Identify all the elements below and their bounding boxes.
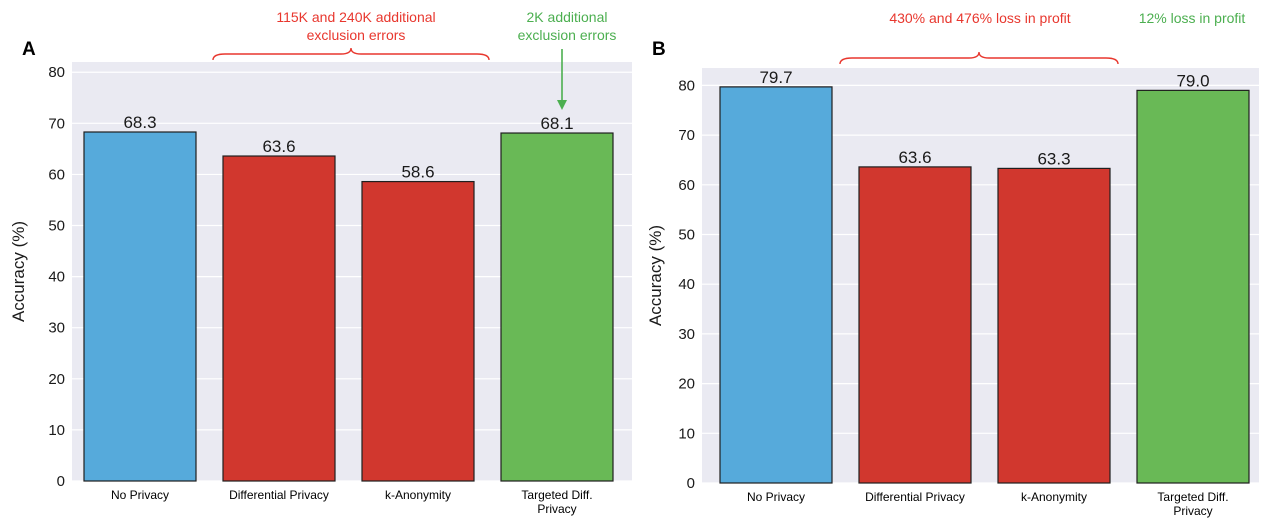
y-tick-label: 0	[687, 475, 695, 492]
y-tick-label: 40	[678, 276, 695, 293]
y-tick-label: 10	[678, 425, 695, 442]
data-label: 63.6	[898, 148, 931, 167]
y-axis-label: Accuracy (%)	[646, 225, 665, 326]
data-label: 68.1	[540, 114, 573, 133]
data-label: 63.3	[1037, 149, 1070, 168]
y-tick-label: 20	[48, 371, 65, 388]
annotation-text: 12% loss in profit	[1139, 10, 1246, 26]
y-tick-label: 40	[48, 269, 65, 286]
y-tick-label: 30	[678, 326, 695, 343]
panel-a: 0 10 20 30 40 50 60 70 80 Accuracy (%) A 68.3 No Pri…	[9, 9, 632, 516]
y-tick-label: 10	[48, 422, 65, 439]
y-tick-label: 50	[48, 218, 65, 235]
bar	[500, 132, 614, 482]
y-tick-label: 30	[48, 320, 65, 337]
data-label: 68.3	[123, 113, 156, 132]
annotation-text: 2K additional	[527, 9, 608, 25]
bar	[1136, 89, 1250, 484]
x-tick-label: k-Anonymity	[1021, 490, 1087, 504]
bar	[719, 86, 833, 484]
data-label: 58.6	[401, 163, 434, 182]
bar	[858, 166, 972, 484]
bar	[361, 180, 475, 482]
annotation-text: 430% and 476% loss in profit	[889, 10, 1070, 26]
panel-letter: B	[652, 39, 666, 60]
y-tick-label: 50	[678, 226, 695, 243]
y-tick-label: 80	[678, 77, 695, 94]
annotation-text: exclusion errors	[518, 27, 617, 43]
x-tick-label: Targeted Diff.	[521, 488, 592, 502]
x-tick-label: Differential Privacy	[229, 488, 329, 502]
annotation-brace	[212, 47, 490, 61]
bar	[222, 155, 336, 482]
y-tick-label: 60	[678, 177, 695, 194]
data-label: 79.7	[759, 68, 792, 87]
x-tick-label: Targeted Diff.	[1157, 490, 1228, 504]
annotation-text: 115K and 240K additional	[276, 9, 435, 25]
y-tick-label: 60	[48, 166, 65, 183]
x-tick-label: No Privacy	[111, 488, 169, 502]
annotation-brace	[839, 51, 1119, 65]
annotation-text: exclusion errors	[307, 27, 406, 43]
y-axis-label: Accuracy (%)	[9, 221, 28, 322]
x-tick-label: Privacy	[1173, 504, 1212, 518]
annotation-arrow-head	[557, 100, 567, 110]
panel-letter: A	[22, 39, 36, 60]
data-label: 63.6	[262, 137, 295, 156]
y-tick-label: 20	[678, 376, 695, 393]
x-tick-label: No Privacy	[747, 490, 805, 504]
x-tick-label: k-Anonymity	[385, 488, 451, 502]
y-tick-label: 70	[678, 127, 695, 144]
x-tick-label: Differential Privacy	[865, 490, 965, 504]
y-tick-label: 70	[48, 115, 65, 132]
x-tick-label: Privacy	[537, 502, 576, 516]
data-label: 79.0	[1176, 71, 1209, 90]
panel-b: 0 10 20 30 40 50 60 70 80 Accuracy (%) B 79.7 No Pri…	[646, 10, 1259, 518]
bar	[997, 167, 1111, 484]
y-tick-label: 0	[57, 473, 65, 490]
bar	[83, 131, 197, 482]
y-tick-label: 80	[48, 64, 65, 81]
